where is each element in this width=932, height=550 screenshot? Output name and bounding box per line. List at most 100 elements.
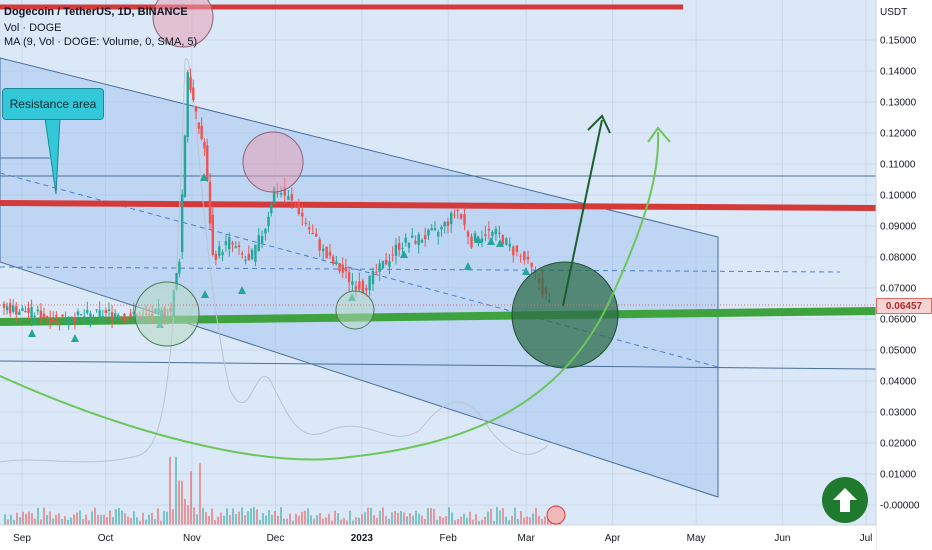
- candle-body: [294, 204, 297, 207]
- candle-body: [301, 212, 304, 217]
- volume-bar: [244, 515, 246, 525]
- candle-body: [126, 318, 129, 321]
- y-tick-label: 0.04000: [880, 377, 917, 388]
- candle-body: [430, 228, 433, 231]
- volume-bar: [409, 513, 411, 525]
- candle-body: [110, 312, 114, 319]
- candle-body: [79, 314, 83, 316]
- candle-body: [123, 313, 126, 317]
- candle-body: [186, 72, 189, 137]
- candle-body: [178, 261, 181, 274]
- volume-bar: [268, 510, 270, 525]
- volume-bar: [370, 507, 372, 525]
- candle-body: [443, 222, 446, 227]
- candle-body: [404, 237, 407, 243]
- y-tick-label: 0.07000: [880, 284, 917, 295]
- candle-body: [247, 254, 250, 261]
- volume-bar: [175, 456, 177, 525]
- y-tick-label: 0.05000: [880, 346, 917, 357]
- volume-bar: [541, 518, 543, 525]
- candle-body: [214, 253, 218, 260]
- candle-body: [508, 243, 512, 247]
- volume-bar: [346, 520, 348, 525]
- candle-body: [453, 214, 456, 216]
- candle-body: [391, 254, 394, 256]
- volume-bar: [127, 516, 129, 525]
- volume-bar: [37, 507, 39, 525]
- volume-bar: [70, 517, 72, 525]
- candle-body: [58, 323, 61, 325]
- volume-bar: [259, 519, 261, 525]
- volume-bar: [406, 516, 408, 525]
- volume-bar: [457, 518, 459, 525]
- candle-body: [318, 239, 321, 251]
- buy-signal-marker: [474, 235, 482, 243]
- candle-body: [423, 235, 427, 240]
- volume-bar: [223, 515, 225, 525]
- volume-bar: [130, 517, 132, 525]
- candle-body: [365, 287, 368, 291]
- last-price-tag: 0.06457: [876, 298, 932, 314]
- volume-bar: [364, 512, 366, 525]
- volume-bar: [265, 515, 267, 525]
- candle-body: [241, 253, 244, 255]
- candle-body: [234, 246, 237, 248]
- volume-bar: [133, 511, 135, 525]
- volume-bar: [295, 513, 297, 525]
- volume-bar: [502, 508, 504, 525]
- volume-bar: [52, 518, 54, 525]
- volume-bar: [181, 480, 183, 525]
- y-tick-label: 0.01000: [880, 470, 917, 481]
- x-tick-label: Jun: [774, 533, 790, 544]
- price-axis-panel: [876, 0, 932, 550]
- candle-body: [15, 306, 18, 315]
- volume-bar: [520, 511, 522, 525]
- candle-body: [36, 309, 39, 312]
- volume-bar: [508, 520, 510, 525]
- volume-bar: [172, 509, 174, 525]
- volume-bar: [400, 511, 402, 525]
- volume-bar: [439, 516, 441, 525]
- event-flag-icon: [546, 505, 566, 525]
- volume-bar: [7, 519, 9, 525]
- candle-body: [530, 262, 533, 267]
- volume-bar: [469, 511, 471, 525]
- candle-body: [410, 235, 414, 238]
- candle-body: [272, 187, 276, 205]
- volume-bar: [493, 520, 495, 525]
- candle-body: [283, 186, 286, 196]
- volume-bar: [304, 510, 306, 525]
- candle-body: [328, 251, 332, 256]
- volume-bar: [385, 516, 387, 525]
- x-tick-label: Apr: [605, 533, 621, 544]
- volume-bar: [490, 508, 492, 525]
- volume-bar: [334, 510, 336, 525]
- candle-body: [67, 321, 70, 325]
- x-tick-label: Dec: [267, 533, 285, 544]
- candle-body: [30, 307, 33, 318]
- volume-bar: [274, 510, 276, 525]
- volume-bar: [277, 515, 279, 525]
- volume-bar: [217, 516, 219, 525]
- candle-body: [501, 235, 505, 245]
- candle-body: [24, 310, 27, 313]
- y-tick-label: 0.03000: [880, 408, 917, 419]
- x-tick-label: 2023: [351, 533, 374, 544]
- volume-bar: [250, 508, 252, 525]
- resistance-callout-label: Resistance area: [9, 97, 97, 111]
- volume-bar: [421, 515, 423, 525]
- volume-bar: [463, 513, 465, 525]
- volume-bar: [454, 520, 456, 525]
- candle-body: [394, 244, 398, 256]
- arrow-up-icon[interactable]: [822, 477, 868, 523]
- y-tick-label: 0.10000: [880, 191, 917, 202]
- volume-bar: [301, 511, 303, 525]
- candle-body: [297, 201, 301, 214]
- volume-bar: [103, 514, 105, 525]
- volume-bar: [166, 511, 168, 525]
- candle-body: [192, 87, 195, 101]
- candle-body: [473, 233, 477, 242]
- currency-label: USDT: [880, 7, 907, 18]
- volume-bar: [253, 507, 255, 525]
